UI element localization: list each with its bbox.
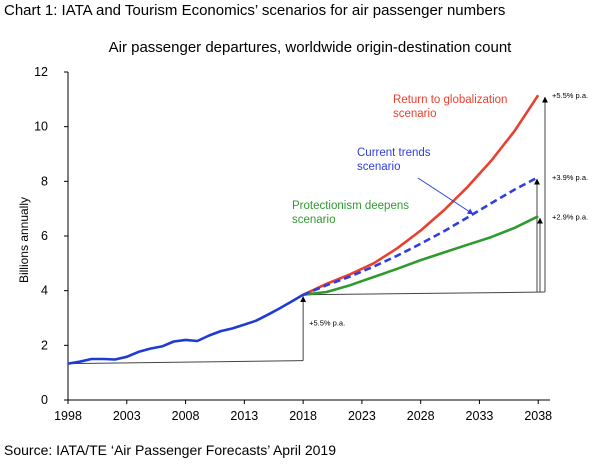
scenario-labels: Return to globalization scenario Current t… bbox=[292, 94, 507, 226]
y-tick-label: 10 bbox=[34, 120, 48, 134]
x-tick-label: 1998 bbox=[54, 409, 82, 423]
scenario-label-line: scenario bbox=[357, 161, 400, 173]
x-tick-label: 2033 bbox=[466, 409, 494, 423]
source-note: Source: IATA/TE ‘Air Passenger Forecasts… bbox=[4, 442, 336, 458]
y-tick-label: 0 bbox=[41, 393, 48, 407]
scenario-label-line: scenario bbox=[393, 108, 436, 120]
x-tick-label: 2013 bbox=[230, 409, 258, 423]
x-tick-label: 2018 bbox=[289, 409, 317, 423]
scenario-rate-label: +5.5% p.a. bbox=[552, 91, 588, 100]
series-line-current-trends bbox=[302, 176, 539, 297]
scenario-rate-label: +2.9% p.a. bbox=[552, 212, 588, 221]
figure-caption: Chart 1: IATA and Tourism Economics’ sce… bbox=[4, 2, 506, 19]
y-tick-label: 8 bbox=[41, 174, 48, 188]
series-layer bbox=[67, 94, 540, 365]
x-tick-label: 2023 bbox=[348, 409, 376, 423]
history-line bbox=[67, 293, 304, 365]
scenario-label-line: scenario bbox=[292, 214, 335, 226]
x-tick-label: 2003 bbox=[113, 409, 141, 423]
chart: Air passenger departures, worldwide orig… bbox=[17, 39, 588, 423]
series-line-globalization bbox=[302, 94, 540, 296]
y-tick-label: 12 bbox=[34, 65, 48, 79]
history-rate-label: +5.5% p.a. bbox=[309, 319, 345, 328]
scenario-base-line bbox=[303, 291, 546, 296]
y-tick-label: 4 bbox=[41, 284, 48, 298]
x-tick-label: 2028 bbox=[407, 409, 435, 423]
scenario-label-line: Current trends bbox=[357, 147, 431, 159]
x-tick-label: 2008 bbox=[172, 409, 200, 423]
reference-lines: +5.5% p.a. +5.5% p.a. +3.9% p.a. +2.9% p.a. bbox=[67, 91, 588, 365]
chart-title: Air passenger departures, worldwide orig… bbox=[109, 39, 513, 56]
y-tick-label: 2 bbox=[41, 338, 48, 352]
history-base-line bbox=[67, 360, 304, 365]
y-tick-label: 6 bbox=[41, 229, 48, 243]
current-trends-pointer bbox=[417, 177, 474, 215]
scenario-rate-label: +3.9% p.a. bbox=[552, 173, 588, 182]
y-axis-title: Billions annually bbox=[17, 197, 31, 283]
axes: 0 2 4 6 8 10 12 1998 2003 2008 2013 2018 2023 2028 203… bbox=[34, 65, 552, 423]
series-line-protectionism bbox=[302, 215, 539, 297]
x-tick-label: 2038 bbox=[524, 409, 552, 423]
scenario-label-line: Protectionism deepens bbox=[292, 200, 409, 212]
scenario-label-line: Return to globalization bbox=[393, 94, 507, 106]
